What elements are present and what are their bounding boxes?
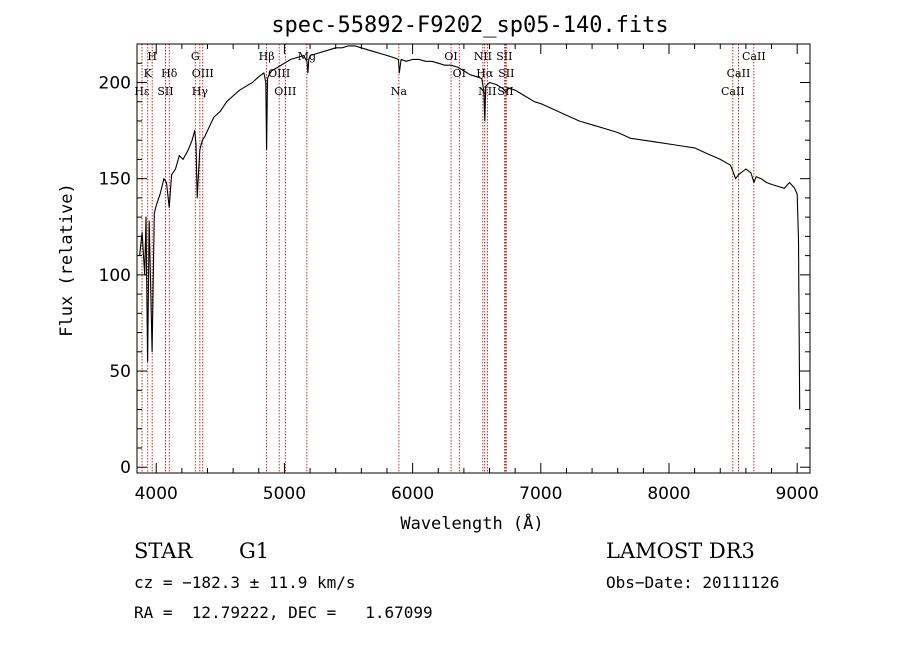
spectral-line-label: OIII	[268, 67, 290, 80]
spectral-line-label: Hε	[134, 85, 150, 98]
object-subclass: G1	[239, 539, 270, 563]
plot-frame	[136, 43, 811, 474]
spectral-line-label: K	[144, 67, 153, 80]
spectral-line-label: G	[191, 50, 200, 63]
x-tick-label: 6000	[391, 484, 434, 504]
spectral-line-label: NII	[474, 50, 492, 63]
x-tick-label: 5000	[263, 484, 306, 504]
spectral-line-label: Hγ	[192, 85, 209, 98]
spectral-line-label: CaII	[721, 85, 745, 98]
x-tick-label: 9000	[776, 484, 819, 504]
y-tick-label: 150	[99, 170, 131, 190]
spectral-line-label: OI	[453, 67, 466, 80]
series-layer	[139, 45, 801, 410]
spectral-line-label: OIII	[192, 67, 214, 80]
redshift-velocity: cz = −182.3 ± 11.9 km/s	[134, 573, 356, 592]
spectral-line-label: H	[147, 50, 157, 63]
spectral-line-label: NII	[478, 85, 496, 98]
x-axis-label: Wavelength (Å)	[400, 512, 543, 534]
spectrum-series-line	[139, 45, 801, 410]
y-axis-label: Flux (relative)	[57, 183, 77, 337]
spectral-line-label: SII	[496, 50, 512, 63]
chart-title: spec-55892-F9202_sp05-140.fits	[271, 13, 668, 38]
spectral-line-label: Hδ	[161, 67, 178, 80]
spectral-line-label: SII	[497, 85, 513, 98]
spectral-line-label: Mg	[298, 50, 316, 63]
y-tick-label: 100	[99, 266, 131, 286]
spectral-line-label: Hβ	[259, 50, 275, 63]
spectral-line-label: OI	[444, 50, 457, 63]
coordinates: RA = 12.79222, DEC = 1.67099	[134, 603, 433, 622]
y-tick-label: 0	[120, 458, 131, 478]
spectral-line-label: CaII	[742, 50, 766, 63]
x-tick-label: 7000	[519, 484, 562, 504]
spectral-line-labels: HK Hε SII Hδ G OIII Hγ Hβ OIII OIII Mg Na OI OI NII Hα N…	[134, 50, 765, 98]
spectral-line-label: Hα	[476, 67, 494, 80]
x-tick-label: 4000	[135, 484, 178, 504]
spectral-line-label: CaII	[727, 67, 751, 80]
spectral-line-label: SII	[498, 67, 514, 80]
spectral-line-label: Na	[391, 85, 408, 98]
spectral-line-label: OIII	[274, 85, 296, 98]
spectral-line-markers	[141, 44, 755, 473]
y-tick-label: 50	[109, 362, 131, 382]
x-tick-label: 8000	[647, 484, 690, 504]
y-tick-label: 200	[99, 73, 131, 93]
observation-date: Obs−Date: 20111126	[606, 573, 780, 592]
axis-ticks: 4000 5000 6000 7000 8000 9000 0 50 100 150 200	[99, 44, 819, 504]
spectral-line-label: SII	[157, 85, 173, 98]
object-class: STAR	[134, 539, 193, 563]
survey-name: LAMOST DR3	[606, 539, 755, 563]
